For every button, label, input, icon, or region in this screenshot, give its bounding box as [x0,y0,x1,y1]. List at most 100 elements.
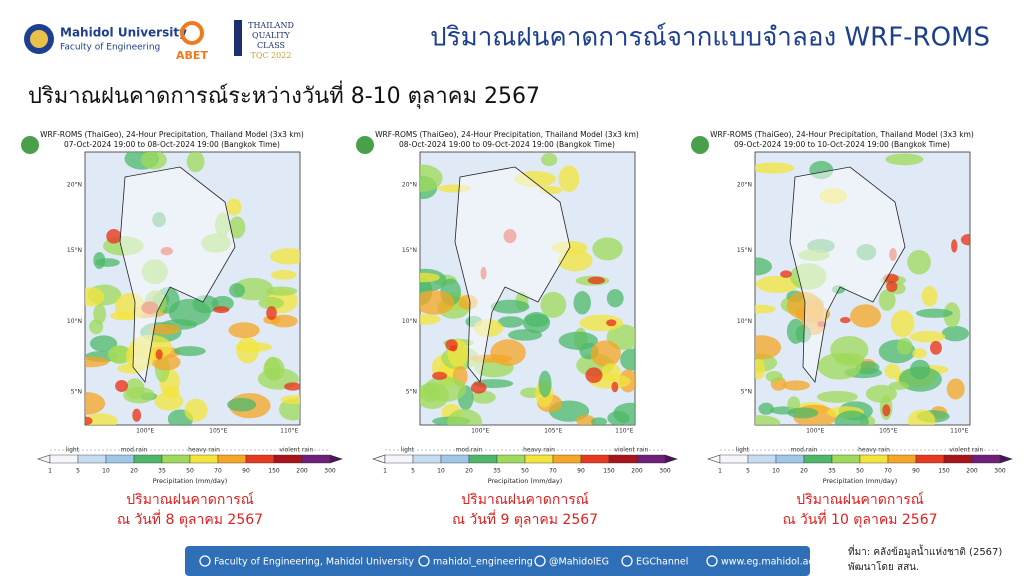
rain-blob [173,346,206,357]
colorbar-segment [524,454,554,464]
rain-blob [420,290,455,315]
panel-caption: ณ วันที่ 8 ตุลาคม 2567 [117,510,263,528]
rain-blob [265,286,298,296]
rain-blob [229,283,246,298]
lon-label: 100°E [806,428,824,435]
colorbar-tick: 10 [772,468,780,475]
tqc-mark [234,20,242,56]
colorbar-segment [217,454,247,464]
rain-blob [93,252,106,270]
rain-blob [816,390,858,403]
heavy-rain-blob [780,270,792,278]
colorbar-segment [831,454,861,464]
colorbar-tick: 1 [48,468,52,475]
heavy-rain-blob [106,228,122,244]
colorbar-tick: 5 [746,468,750,475]
footer-bar [185,546,810,576]
rain-blob [907,249,931,275]
rain-blob [420,272,440,283]
rain-class: violent rain [949,447,983,454]
footer-link: @MahidolEG [549,557,609,568]
footer-icon [199,555,211,567]
heavy-rain-blob [960,234,970,246]
lon-label: 110°E [950,428,968,435]
rain-class: light [66,447,80,454]
rain-blob [921,285,938,307]
rain-blob [855,361,880,375]
colorbar-tick: 1 [383,468,387,475]
lat-label: 5°N [406,389,417,396]
map-panel: WRF-ROMS (ThaiGeo), 24-Hour Precipitatio… [691,130,1013,528]
rain-blob [258,296,284,310]
colorbar-segment [552,454,582,464]
colorbar-segment [719,454,749,464]
heavy-rain-blob [611,381,619,393]
colorbar-tick: 90 [912,468,920,475]
rain-blob [755,304,776,314]
rain-blob [270,269,297,280]
colorbar-tick: 150 [268,468,280,475]
lat-label: 20°N [402,181,417,188]
rain-blob [123,386,155,404]
rain-class: light [401,447,415,454]
abet-logo [180,21,204,45]
panel-caption: ปริมาณฝนคาดการณ์ [796,491,923,508]
rain-blob [423,376,467,402]
rain-class: heavy rain [858,447,890,454]
rain-blob [540,153,558,167]
colorbar-tick: 70 [884,468,892,475]
rain-class: violent rain [279,447,313,454]
lat-label: 5°N [741,389,752,396]
heavy-rain-blob [886,281,898,293]
colorbar-segment [133,454,163,464]
lat-label: 15°N [402,247,417,254]
rain-blob [186,152,205,173]
colorbar-tick: 70 [549,468,557,475]
mahidol-logo-inner [30,30,48,48]
abet-text: ABET [176,49,208,62]
colorbar-tick: 10 [102,468,110,475]
rain-blob [878,289,896,311]
colorbar-segment [859,454,889,464]
rain-blob [420,164,443,192]
colorbar-tick: 35 [158,468,166,475]
lat-label: 10°N [737,318,752,325]
thaigeo-logo [691,136,709,154]
lon-label: 110°E [280,428,298,435]
heavy-rain-blob [587,276,605,285]
tqc-year: TQC 2022 [251,51,292,60]
colorbar-segment [915,454,945,464]
rain-blob [85,287,105,307]
colorbar-tick: 35 [828,468,836,475]
rain-blob [85,413,118,425]
colorbar-label: Precipitation (mm/day) [823,477,898,485]
colorbar-segment [887,454,917,464]
tqc-line: CLASS [257,41,285,50]
rain-blob [85,356,110,368]
colorbar-tick: 300 [659,468,671,475]
rain-class: heavy rain [523,447,555,454]
colorbar-tick: 1 [718,468,722,475]
rain-blob [850,304,881,328]
rain-blob [497,316,524,328]
colorbar-tick: 50 [856,468,864,475]
map-period: 07-Oct-2024 19:00 to 08-Oct-2024 19:00 (… [64,140,280,149]
colorbar-segment [301,454,331,464]
rain-blob [915,308,953,318]
colorbar-segment [496,454,526,464]
lat-label: 10°N [67,318,82,325]
footer-link: mahidol_engineering [433,557,533,568]
panel-caption: ปริมาณฝนคาดการณ์ [126,491,253,508]
heavy-rain-blob [132,408,142,422]
rain-blob [898,366,942,392]
footer-icon [621,555,633,567]
rain-blob [490,299,530,314]
rain-blob [782,380,810,391]
rain-blob [226,198,242,216]
rain-blob [835,352,865,367]
colorbar-segment [747,454,777,464]
footer-link: www.eg.mahidol.ac.th [721,557,826,568]
heavy-rain-blob [585,367,603,383]
heavy-rain-blob [85,416,93,425]
lat-label: 15°N [737,247,752,254]
